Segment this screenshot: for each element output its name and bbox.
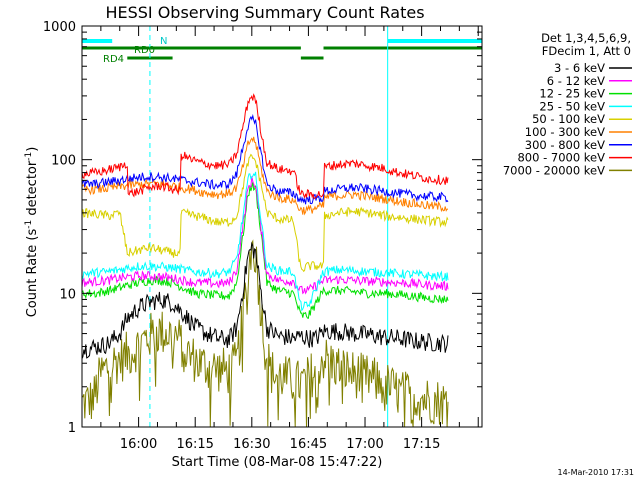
series-line-4 [81, 171, 449, 312]
series-group [81, 93, 449, 428]
flag-label-rd4: RD4 [103, 54, 124, 65]
series-line-2 [81, 181, 449, 319]
y-tick-label: 10 [59, 287, 76, 302]
flag-label-night: N [160, 36, 167, 47]
series-line-0 [81, 239, 449, 428]
series-line-7 [81, 113, 449, 205]
legend-entry-label: 100 - 300 keV [525, 125, 605, 139]
x-tick-label: 17:15 [403, 437, 440, 452]
y-tick-label: 1 [68, 421, 76, 436]
plot-frame [81, 25, 483, 428]
axis-ticks [82, 26, 482, 428]
legend-header-line-2: FDecim 1, Att 0 [542, 44, 631, 58]
footer-timestamp: 14-Mar-2010 17:31 [558, 468, 635, 477]
tick-labels: 1 10 100 1000 16:00 16:15 16:30 16:45 17:00 17:15 [43, 20, 440, 452]
chart-title: HESSI Observing Summary Count Rates [105, 3, 424, 22]
y-axis-label: Count Rate (s-1 detector-1) [24, 147, 40, 318]
y-tick-label: 100 [51, 154, 76, 169]
series-line-1 [81, 241, 449, 359]
legend-entry-label: 800 - 7000 keV [517, 151, 605, 165]
series-line-5 [81, 153, 449, 273]
x-tick-label: 16:00 [120, 437, 157, 452]
legend-entry-label: 7000 - 20000 keV [503, 163, 605, 177]
legend-entry-label: 6 - 12 keV [547, 74, 605, 88]
legend-entry-label: 3 - 6 keV [554, 61, 605, 75]
series-line-3 [81, 176, 449, 295]
x-tick-label: 16:45 [290, 437, 327, 452]
x-tick-label: 16:15 [176, 437, 213, 452]
legend-header-line-1: Det 1,3,4,5,6,9, [541, 31, 631, 45]
legend-entry-label: 25 - 50 keV [539, 99, 605, 113]
legend-entry-label: 300 - 800 keV [525, 138, 605, 152]
night-boundary-lines [81, 26, 483, 427]
x-tick-label: 17:00 [346, 437, 383, 452]
legend: Det 1,3,4,5,6,9, FDecim 1, Att 0 3 - 6 k… [503, 31, 632, 177]
y-tick-label: 1000 [43, 20, 76, 35]
x-tick-label: 16:30 [233, 437, 270, 452]
legend-entry-label: 50 - 100 keV [532, 112, 605, 126]
flag-label-rd0: RD0 [134, 45, 155, 56]
series-line-8 [81, 93, 449, 200]
x-axis-label: Start Time (08-Mar-08 15:47:22) [172, 455, 383, 470]
legend-entry-label: 12 - 25 keV [539, 87, 605, 101]
